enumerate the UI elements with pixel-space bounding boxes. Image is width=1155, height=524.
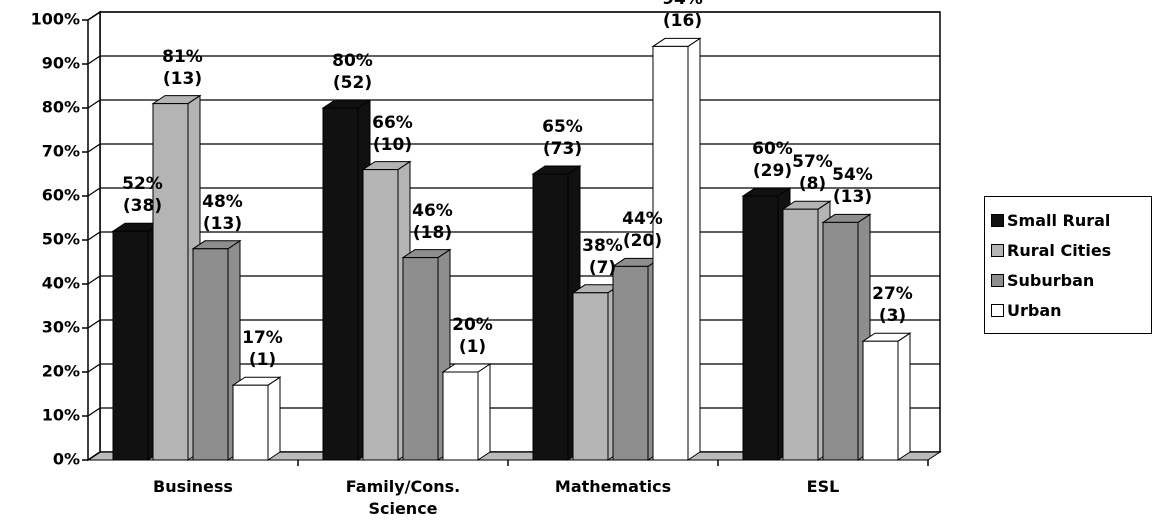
value-label: 81% (13): [162, 46, 203, 89]
bar-front: [652, 45, 689, 461]
y-tick-label: 60%: [42, 186, 80, 205]
bar-front: [402, 257, 439, 461]
bar: [231, 376, 282, 461]
bar-front: [742, 195, 779, 461]
x-tick-label: Business: [153, 477, 233, 496]
grid-line: [87, 11, 940, 21]
legend: Small Rural Rural Cities Suburban Urban: [984, 196, 1152, 334]
value-label: 94% (16): [662, 0, 703, 32]
value-label: 80% (52): [332, 51, 373, 93]
value-label: 20% (1): [452, 315, 493, 357]
value-label: 17% (1): [242, 328, 283, 371]
legend-label: Small Rural: [1007, 210, 1111, 230]
value-label: 46% (18): [412, 200, 453, 243]
bar-front: [192, 248, 229, 461]
bar: [651, 37, 702, 461]
y-tick-label: 30%: [42, 318, 80, 337]
legend-swatch: [991, 243, 1004, 257]
value-label: 57% (8): [792, 152, 833, 195]
y-tick-label: 40%: [42, 274, 80, 293]
value-label: 54% (13): [832, 165, 873, 208]
bar-front: [572, 292, 609, 461]
legend-item: Rural Cities: [991, 235, 1151, 265]
legend-label: Urban: [1007, 300, 1062, 320]
value-label: 65% (73): [542, 117, 583, 159]
value-label: 52% (38): [122, 174, 163, 217]
bar: [861, 332, 912, 461]
bar-side: [267, 376, 281, 461]
value-label: 66% (10): [372, 112, 413, 155]
bar-side: [897, 332, 911, 461]
value-label: 27% (3): [872, 284, 913, 327]
legend-item: Small Rural: [991, 205, 1151, 235]
bar-front: [112, 230, 149, 461]
legend-label: Suburban: [1007, 270, 1095, 290]
bar-front: [322, 107, 359, 461]
bar: [821, 213, 872, 461]
bar: [781, 200, 832, 461]
legend-swatch: [991, 303, 1004, 317]
y-tick-label: 90%: [42, 54, 80, 73]
value-label: 38% (7): [582, 235, 623, 278]
legend-item: Urban: [991, 295, 1151, 325]
y-tick-label: 50%: [42, 230, 80, 249]
x-tick-label: Mathematics: [554, 477, 672, 496]
value-label: 44% (20): [622, 209, 663, 252]
legend-label: Rural Cities: [1007, 240, 1112, 260]
y-tick-label: 10%: [42, 406, 80, 425]
legend-swatch: [991, 273, 1004, 287]
y-tick-label: 80%: [42, 98, 80, 117]
bar: [441, 363, 492, 461]
bar-front: [782, 208, 819, 461]
bar-front: [532, 173, 569, 461]
value-label: 48% (13): [202, 191, 243, 234]
bar-front: [362, 169, 399, 461]
value-label: 60% (29): [752, 139, 793, 181]
y-tick-label: 100%: [31, 10, 80, 29]
bar-front: [822, 221, 859, 461]
x-tick-label: ESL: [806, 477, 840, 496]
bar-front: [862, 340, 899, 461]
y-tick-label: 0%: [53, 450, 80, 469]
bar: [531, 165, 582, 461]
bar-side: [687, 37, 701, 461]
bar-side: [477, 363, 491, 461]
bar-front: [232, 384, 269, 461]
bar-front: [612, 265, 649, 461]
bar: [401, 248, 452, 461]
bar-front: [152, 103, 189, 461]
y-tick-label: 20%: [42, 362, 80, 381]
legend-swatch: [991, 213, 1004, 227]
bar-front: [442, 371, 479, 461]
y-tick-label: 70%: [42, 142, 80, 161]
x-tick-label: Family/Cons. Science: [345, 477, 461, 518]
legend-item: Suburban: [991, 265, 1151, 295]
